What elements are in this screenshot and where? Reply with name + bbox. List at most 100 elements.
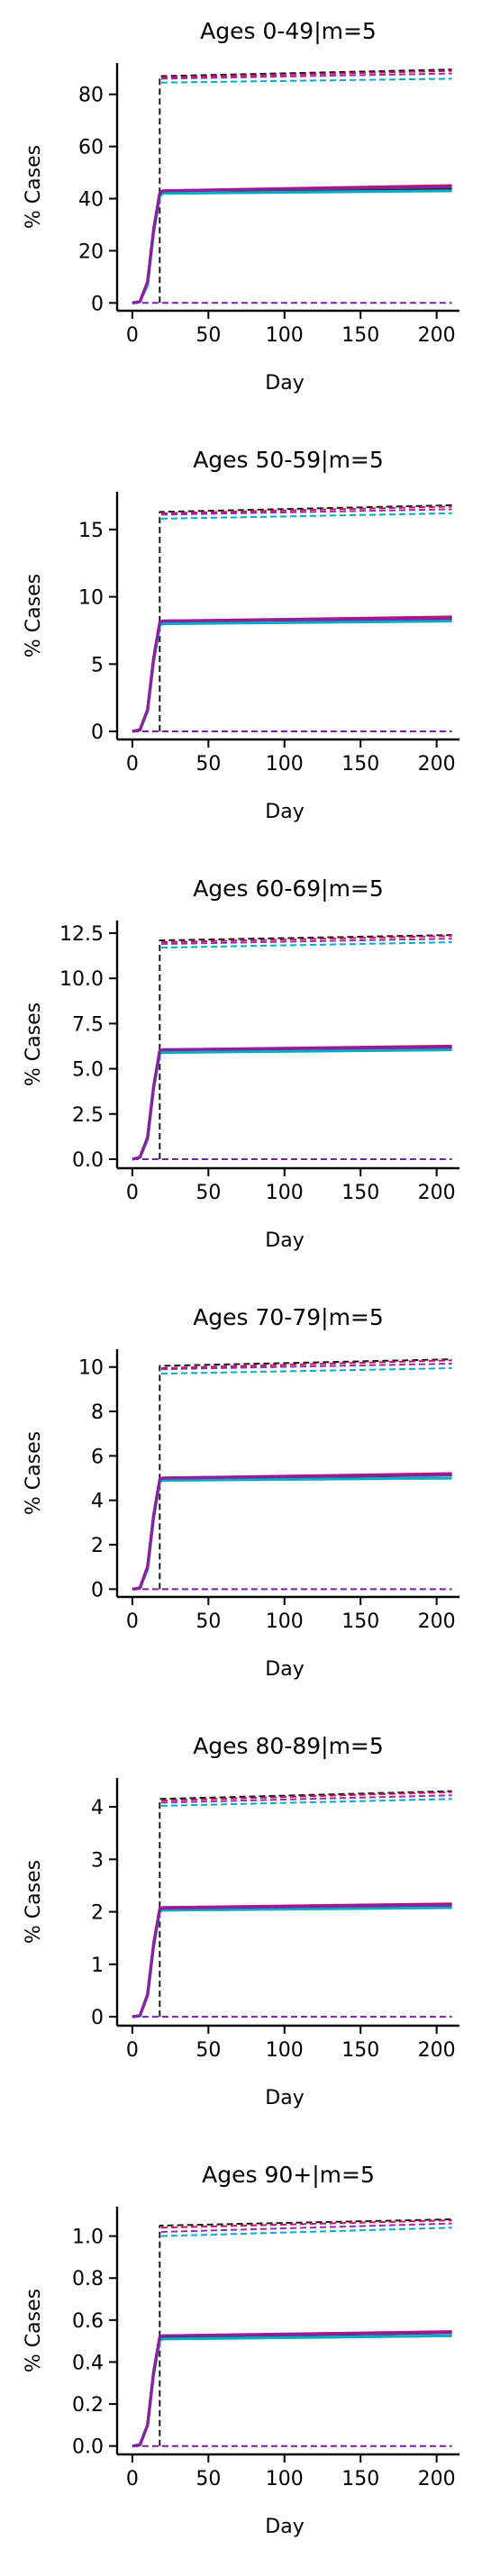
x-tick-label: 100 (266, 324, 304, 347)
x-tick-label: 150 (341, 2039, 379, 2062)
x-axis-label: Day (265, 2516, 304, 2538)
solid-series-line-5 (132, 1044, 452, 1161)
y-tick-label: 2 (91, 1535, 104, 1557)
y-tick-label: 4 (91, 1797, 104, 1819)
dashed-series-line-1 (159, 503, 452, 731)
dashed-series-line-1 (159, 1790, 452, 2018)
y-tick-label: 0 (91, 1579, 104, 1601)
x-tick-label: 0 (126, 753, 139, 776)
solid-series-line-6 (132, 2331, 452, 2448)
solid-series-line-8 (132, 2331, 452, 2448)
solid-series-line-5 (132, 1472, 452, 1591)
dashed-series-line-1 (159, 68, 452, 304)
dashed-series-line-2 (160, 69, 452, 78)
y-tick-label: 5.0 (72, 1059, 104, 1082)
solid-series-line-7 (132, 1476, 452, 1591)
dashed-series-line-1 (159, 934, 452, 1159)
y-tick-label: 2.5 (72, 1104, 104, 1127)
dashed-series-line-2 (160, 505, 452, 514)
y-tick-label: 8 (91, 1401, 104, 1424)
dashed-series-line-1 (159, 1358, 452, 1590)
chart-panel-2: Ages 60-69|m=5 0 50 100 150 200 0.0 2.5 5.0 7.5 10… (23, 875, 459, 1252)
y-tick-label: 6 (91, 1446, 104, 1468)
chart-panel-1: Ages 50-59|m=5 0 50 100 150 200 0 5 10 15 Day % Cas… (23, 447, 459, 823)
chart-panel-0: Ages 0-49|m=5 0 50 100 150 200 0 20 40 60 80 Day % C… (23, 18, 459, 395)
y-axis-label: % Cases (23, 2289, 45, 2372)
x-tick-label: 100 (266, 753, 304, 776)
y-tick-label: 80 (78, 85, 104, 107)
y-tick-label: 10 (78, 587, 104, 610)
solid-series-line-5 (132, 2330, 452, 2448)
y-tick-label: 0 (91, 293, 104, 315)
y-tick-label: 0 (91, 2007, 104, 2029)
dashed-series-line-3 (160, 1367, 452, 1375)
x-axis-label: Day (265, 372, 304, 395)
x-tick-label: 150 (341, 1610, 379, 1633)
solid-series-line-6 (132, 1045, 452, 1161)
x-tick-label: 150 (341, 1182, 379, 1204)
x-tick-label: 200 (418, 753, 456, 776)
dashed-series-line-4 (160, 72, 452, 80)
solid-series-line-6 (132, 1473, 452, 1591)
y-tick-label: 0.0 (72, 1149, 104, 1172)
dashed-series-line-4 (160, 1794, 452, 1804)
x-axis-label: Day (265, 2087, 304, 2109)
x-tick-label: 100 (266, 2468, 304, 2490)
dashed-series-line-1 (159, 2218, 452, 2446)
x-tick-label: 200 (418, 1182, 456, 1204)
x-tick-label: 0 (126, 2039, 139, 2062)
chart-panel-3: Ages 70-79|m=5 0 50 100 150 200 0 2 4 6 8 10 Day % Ca… (23, 1304, 459, 1681)
x-tick-label: 0 (126, 324, 139, 347)
y-tick-label: 0.8 (72, 2268, 104, 2290)
y-axis-label: % Cases (23, 1860, 45, 1944)
y-tick-label: 5 (91, 654, 104, 676)
y-tick-label: 0.6 (72, 2310, 104, 2333)
y-tick-label: 20 (78, 240, 104, 263)
y-tick-label: 3 (91, 1849, 104, 1872)
solid-series-line-7 (132, 619, 452, 733)
x-tick-label: 150 (341, 2468, 379, 2490)
y-axis-label: % Cases (23, 574, 45, 658)
x-tick-label: 0 (126, 2468, 139, 2490)
y-tick-label: 0.2 (72, 2394, 104, 2417)
dashed-series-line-2 (160, 1791, 452, 1802)
solid-series-line-5 (132, 1902, 452, 2018)
solid-series-line-7 (132, 2334, 452, 2448)
y-tick-label: 0 (91, 721, 104, 744)
chart-title: Ages 60-69|m=5 (193, 875, 384, 902)
x-tick-label: 0 (126, 1610, 139, 1633)
y-tick-label: 1 (91, 1955, 104, 1977)
chart-title: Ages 70-79|m=5 (193, 1304, 384, 1330)
solid-series-line-7 (132, 1906, 452, 2018)
solid-series-line-7 (132, 189, 452, 304)
x-tick-label: 150 (341, 324, 379, 347)
y-tick-label: 15 (78, 520, 104, 542)
y-axis-label: % Cases (23, 1431, 45, 1515)
dashed-series-line-4 (160, 2222, 452, 2233)
solid-series-line-6 (132, 1903, 452, 2018)
solid-series-line-6 (132, 186, 452, 304)
x-tick-label: 150 (341, 753, 379, 776)
x-tick-label: 200 (418, 2039, 456, 2062)
y-tick-label: 0.4 (72, 2352, 104, 2374)
chart-title: Ages 80-89|m=5 (193, 1733, 384, 1759)
x-tick-label: 100 (266, 1182, 304, 1204)
solid-series-line-8 (132, 1473, 452, 1591)
x-axis-label: Day (265, 801, 304, 823)
x-axis-label: Day (265, 1658, 304, 1681)
y-tick-label: 40 (78, 189, 104, 212)
chart-title: Ages 50-59|m=5 (193, 447, 384, 473)
y-tick-label: 2 (91, 1902, 104, 1925)
y-tick-label: 4 (91, 1491, 104, 1513)
dashed-series-line-2 (160, 935, 452, 944)
solid-series-line-5 (132, 184, 452, 304)
y-tick-label: 60 (78, 137, 104, 159)
solid-series-line-8 (132, 616, 452, 733)
y-tick-label: 10.0 (59, 968, 104, 991)
y-tick-label: 10 (78, 1357, 104, 1380)
chart-panel-4: Ages 80-89|m=5 0 50 100 150 200 0 1 2 3 4 Day % Case… (23, 1733, 459, 2109)
y-tick-label: 1.0 (72, 2227, 104, 2249)
solid-series-line-8 (132, 185, 452, 304)
y-tick-label: 12.5 (59, 923, 104, 946)
